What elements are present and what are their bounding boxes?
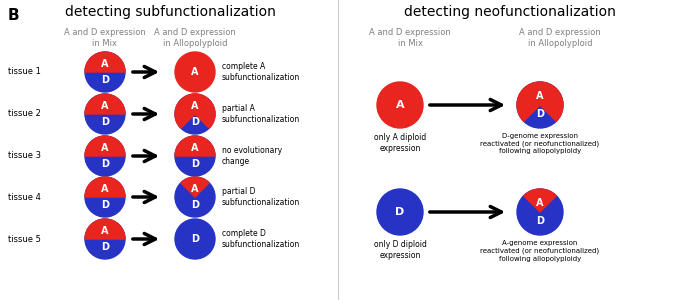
Wedge shape xyxy=(85,94,125,114)
Wedge shape xyxy=(181,177,209,197)
Text: A-genome expression
reactivated (or neofunctionalized)
following allopolyploidy: A-genome expression reactivated (or neof… xyxy=(481,240,600,262)
Text: D: D xyxy=(395,207,405,217)
Text: A: A xyxy=(101,59,109,69)
Circle shape xyxy=(175,177,215,217)
Text: D-genome expression
reactivated (or neofunctionalized)
following allopolyploidy: D-genome expression reactivated (or neof… xyxy=(481,133,600,154)
Text: only A diploid
expression: only A diploid expression xyxy=(374,133,426,153)
Text: partial A
subfunctionalization: partial A subfunctionalization xyxy=(222,104,300,124)
Text: only D diploid
expression: only D diploid expression xyxy=(373,240,426,260)
Text: tissue 5: tissue 5 xyxy=(8,235,41,244)
Circle shape xyxy=(85,94,125,134)
Wedge shape xyxy=(524,189,556,212)
Circle shape xyxy=(175,219,215,259)
Text: D: D xyxy=(101,159,109,169)
Text: D: D xyxy=(101,200,109,210)
Text: D: D xyxy=(101,117,109,127)
Text: D: D xyxy=(191,159,199,169)
Circle shape xyxy=(517,82,563,128)
Circle shape xyxy=(85,136,125,176)
Circle shape xyxy=(377,82,423,128)
Text: D: D xyxy=(536,216,544,226)
Text: D: D xyxy=(191,200,199,210)
Text: no evolutionary
change: no evolutionary change xyxy=(222,146,282,166)
Circle shape xyxy=(517,189,563,235)
Text: A: A xyxy=(536,198,544,208)
Text: D: D xyxy=(101,242,109,252)
Text: A: A xyxy=(191,67,199,77)
Text: tissue 2: tissue 2 xyxy=(8,110,41,118)
Text: A and D expression
in Mix: A and D expression in Mix xyxy=(64,28,146,48)
Wedge shape xyxy=(175,136,215,156)
Circle shape xyxy=(377,189,423,235)
Wedge shape xyxy=(85,136,125,156)
Text: A: A xyxy=(191,143,199,153)
Text: A: A xyxy=(191,101,199,111)
Text: D: D xyxy=(191,117,199,127)
Text: detecting neofunctionalization: detecting neofunctionalization xyxy=(404,5,616,19)
Wedge shape xyxy=(85,52,125,72)
Text: A: A xyxy=(536,91,544,101)
Wedge shape xyxy=(85,177,125,197)
Text: D: D xyxy=(536,109,544,119)
Circle shape xyxy=(85,177,125,217)
Text: complete D
subfunctionalization: complete D subfunctionalization xyxy=(222,229,300,249)
Text: detecting subfunctionalization: detecting subfunctionalization xyxy=(65,5,276,19)
Text: partial D
subfunctionalization: partial D subfunctionalization xyxy=(222,187,300,207)
Text: A: A xyxy=(191,184,199,194)
Circle shape xyxy=(175,94,215,134)
Text: A and D expression
in Allopolyploid: A and D expression in Allopolyploid xyxy=(154,28,236,48)
Wedge shape xyxy=(85,219,125,239)
Text: A: A xyxy=(396,100,404,110)
Circle shape xyxy=(85,219,125,259)
Text: A and D expression
in Mix: A and D expression in Mix xyxy=(369,28,451,48)
Text: A and D expression
in Allopolyploid: A and D expression in Allopolyploid xyxy=(519,28,601,48)
Text: A: A xyxy=(101,226,109,236)
Text: tissue 1: tissue 1 xyxy=(8,68,41,76)
Text: A: A xyxy=(101,143,109,153)
Circle shape xyxy=(175,136,215,176)
Text: D: D xyxy=(191,234,199,244)
Text: A: A xyxy=(101,184,109,194)
Text: complete A
subfunctionalization: complete A subfunctionalization xyxy=(222,62,300,82)
Text: tissue 4: tissue 4 xyxy=(8,193,41,202)
Wedge shape xyxy=(517,82,563,121)
Text: tissue 3: tissue 3 xyxy=(8,152,41,160)
Circle shape xyxy=(175,52,215,92)
Text: A: A xyxy=(101,101,109,111)
Wedge shape xyxy=(175,94,215,128)
Text: D: D xyxy=(101,75,109,85)
Circle shape xyxy=(85,52,125,92)
Text: B: B xyxy=(8,8,20,23)
